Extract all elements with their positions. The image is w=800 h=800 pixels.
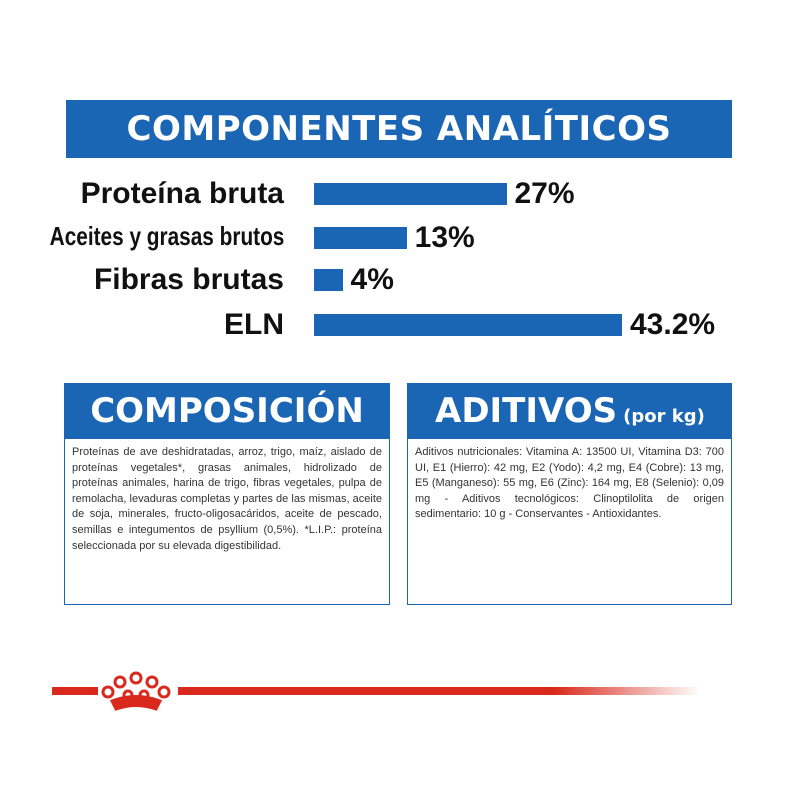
bar-value-label: 27% [514,177,575,210]
bar-value-label: 13% [414,221,475,254]
bar-value-label: 4% [350,263,394,296]
aditivos-banner: ADITIVOS (por kg) [407,383,732,439]
bar [314,183,507,205]
bar [314,314,622,336]
aditivos-text: Aditivos nutricionales: Vitamina A: 1350… [415,446,724,521]
composicion-banner: COMPOSICIÓN [64,383,390,439]
footer-line-left [52,687,98,695]
bar-category-label: Proteína bruta [80,177,284,210]
aditivos-subtitle: (por kg) [623,405,705,427]
composicion-title: COMPOSICIÓN [90,391,364,431]
composicion-text-box: Proteínas de ave deshidratadas, arroz, t… [64,439,390,605]
aditivos-text-box: Aditivos nutricionales: Vitamina A: 1350… [407,439,732,605]
bar-category-label: Aceites y grasas brutos [49,221,284,251]
crown-icon [101,671,171,711]
bar-category-label: ELN [224,308,284,341]
aditivos-title: ADITIVOS [435,391,618,431]
bar-category-label: Fibras brutas [93,263,284,296]
analytic-components-title: COMPONENTES ANALÍTICOS [126,109,672,149]
bar-value-label: 43.2% [630,308,716,341]
footer-line-right [178,687,700,695]
composicion-text: Proteínas de ave deshidratadas, arroz, t… [72,446,382,552]
analytic-components-banner: COMPONENTES ANALÍTICOS [66,100,732,158]
bar [314,227,407,249]
bar [314,269,343,291]
